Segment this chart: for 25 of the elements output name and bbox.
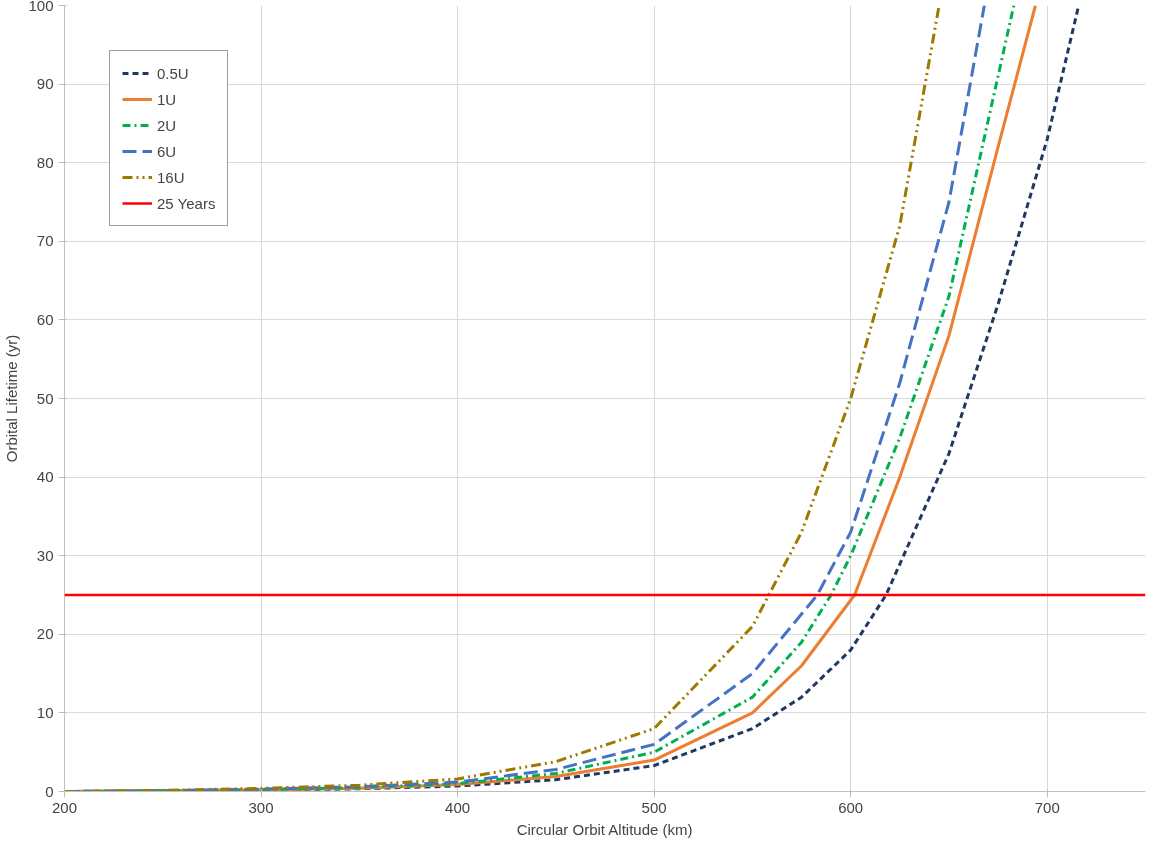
y-tick-label: 70 bbox=[36, 232, 54, 250]
y-tick-label: 100 bbox=[28, 0, 54, 14]
legend-label: 2U bbox=[157, 116, 177, 134]
y-tick-label: 30 bbox=[36, 546, 54, 564]
x-tick-label: 400 bbox=[445, 798, 471, 816]
x-tick-label: 700 bbox=[1034, 798, 1060, 816]
x-axis-title: Circular Orbit Altitude (km) bbox=[516, 820, 693, 838]
y-tick-label: 40 bbox=[36, 468, 54, 486]
legend-label: 16U bbox=[157, 168, 185, 186]
legend-label: 0.5U bbox=[157, 64, 189, 82]
y-tick-label: 80 bbox=[36, 153, 54, 171]
x-tick-label: 500 bbox=[641, 798, 667, 816]
legend-label: 1U bbox=[157, 90, 177, 108]
y-tick-label: 50 bbox=[36, 389, 54, 407]
y-tick-label: 60 bbox=[36, 310, 54, 328]
x-tick-label: 200 bbox=[51, 798, 78, 816]
x-tick-label: 600 bbox=[838, 798, 864, 816]
y-tick-label: 90 bbox=[36, 75, 54, 93]
y-tick-label: 10 bbox=[36, 703, 54, 721]
y-axis-title: Orbital Lifetime (yr) bbox=[3, 334, 21, 463]
y-tick-label: 0 bbox=[45, 782, 54, 800]
x-tick-label: 300 bbox=[248, 798, 274, 816]
y-tick-label: 20 bbox=[36, 625, 54, 643]
legend-label: 25 Years bbox=[157, 194, 216, 212]
legend-label: 6U bbox=[157, 142, 177, 160]
